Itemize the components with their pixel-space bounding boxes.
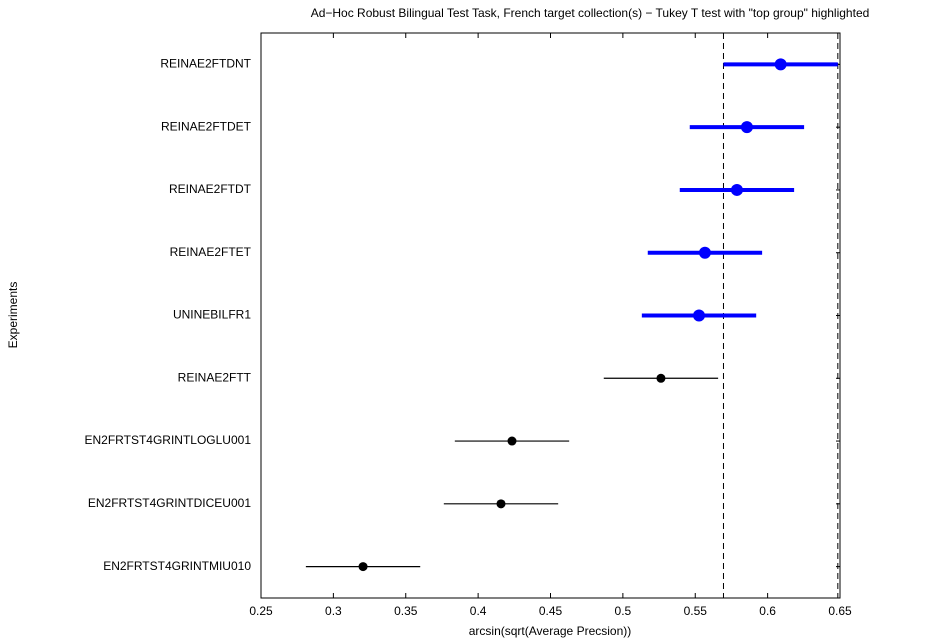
y-tick-label: EN2FRTST4GRINTMIU010: [103, 559, 251, 573]
y-tick-label: REINAE2FTDT: [169, 182, 252, 196]
x-tick-label: 0.4: [470, 604, 487, 618]
x-tick-label: 0.65: [828, 604, 852, 618]
x-tick-label: 0.6: [759, 604, 776, 618]
mean-marker: [656, 373, 666, 383]
x-axis-label: arcsin(sqrt(Average Precsion)): [469, 624, 632, 638]
x-tick-label: 0.3: [325, 604, 342, 618]
mean-marker: [740, 121, 753, 134]
y-tick-label: UNINEBILFR1: [173, 308, 251, 322]
y-tick-label: REINAE2FTDET: [161, 119, 252, 133]
x-tick-label: 0.5: [615, 604, 632, 618]
x-tick-label: 0.55: [684, 604, 708, 618]
y-tick-label: REINAE2FTET: [170, 245, 252, 259]
mean-marker: [693, 309, 706, 322]
mean-marker: [730, 183, 743, 196]
mean-marker: [496, 499, 506, 509]
chart-title: Ad−Hoc Robust Bilingual Test Task, Frenc…: [311, 6, 870, 20]
y-axis-label: Experiments: [6, 282, 20, 349]
y-tick-label: REINAE2FTT: [178, 370, 252, 384]
y-tick-label: EN2FRTST4GRINTDICEU001: [88, 496, 251, 510]
y-tick-label: EN2FRTST4GRINTLOGLU001: [85, 433, 252, 447]
mean-marker: [358, 562, 368, 572]
x-tick-label: 0.45: [539, 604, 563, 618]
mean-marker: [698, 246, 711, 259]
x-tick-label: 0.25: [249, 604, 273, 618]
y-tick-label: REINAE2FTDNT: [160, 57, 251, 71]
x-tick-label: 0.35: [394, 604, 418, 618]
mean-marker: [507, 436, 517, 446]
mean-marker: [774, 58, 787, 71]
